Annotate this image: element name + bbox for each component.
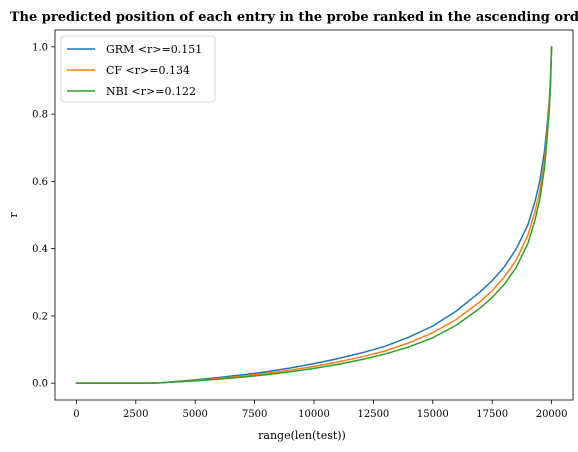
- legend-label-0: GRM <r>=0.151: [106, 43, 202, 56]
- x-axis: 0 2500 5000 7500 10000 12500 15000 17500 20000: [73, 400, 568, 420]
- y-tick-label: 0.2: [32, 311, 48, 322]
- y-tick-label: 0.4: [32, 244, 48, 255]
- y-axis: 0.0 0.2 0.4 0.6 0.8 1.0: [32, 42, 55, 390]
- y-tick-label: 0.8: [32, 110, 48, 121]
- legend-box: [60, 35, 216, 103]
- legend: GRM <r>=0.151 CF <r>=0.134 NBI <r>=0.122: [60, 35, 216, 103]
- x-tick-label: 12500: [357, 409, 389, 420]
- y-tick-label: 0.0: [32, 379, 48, 390]
- x-tick-label: 7500: [242, 409, 267, 420]
- series-line-2: [75, 46, 553, 384]
- x-tick-label: 5000: [182, 409, 207, 420]
- x-tick-label: 10000: [298, 409, 330, 420]
- x-tick-label: 17500: [476, 409, 508, 420]
- x-tick-label: 20000: [536, 409, 568, 420]
- y-tick-label: 1.0: [32, 42, 48, 53]
- legend-label-1: CF <r>=0.134: [106, 64, 190, 77]
- series-group: [75, 46, 553, 384]
- y-axis-label: r: [7, 212, 20, 218]
- x-tick-label: 15000: [417, 409, 449, 420]
- y-tick-label: 0.6: [32, 177, 48, 188]
- x-tick-label: 0: [73, 409, 79, 420]
- legend-label-2: NBI <r>=0.122: [106, 85, 196, 98]
- chart-title: The predicted position of each entry in …: [10, 10, 578, 25]
- x-tick-label: 2500: [123, 409, 148, 420]
- x-axis-label: range(len(test)): [258, 429, 346, 442]
